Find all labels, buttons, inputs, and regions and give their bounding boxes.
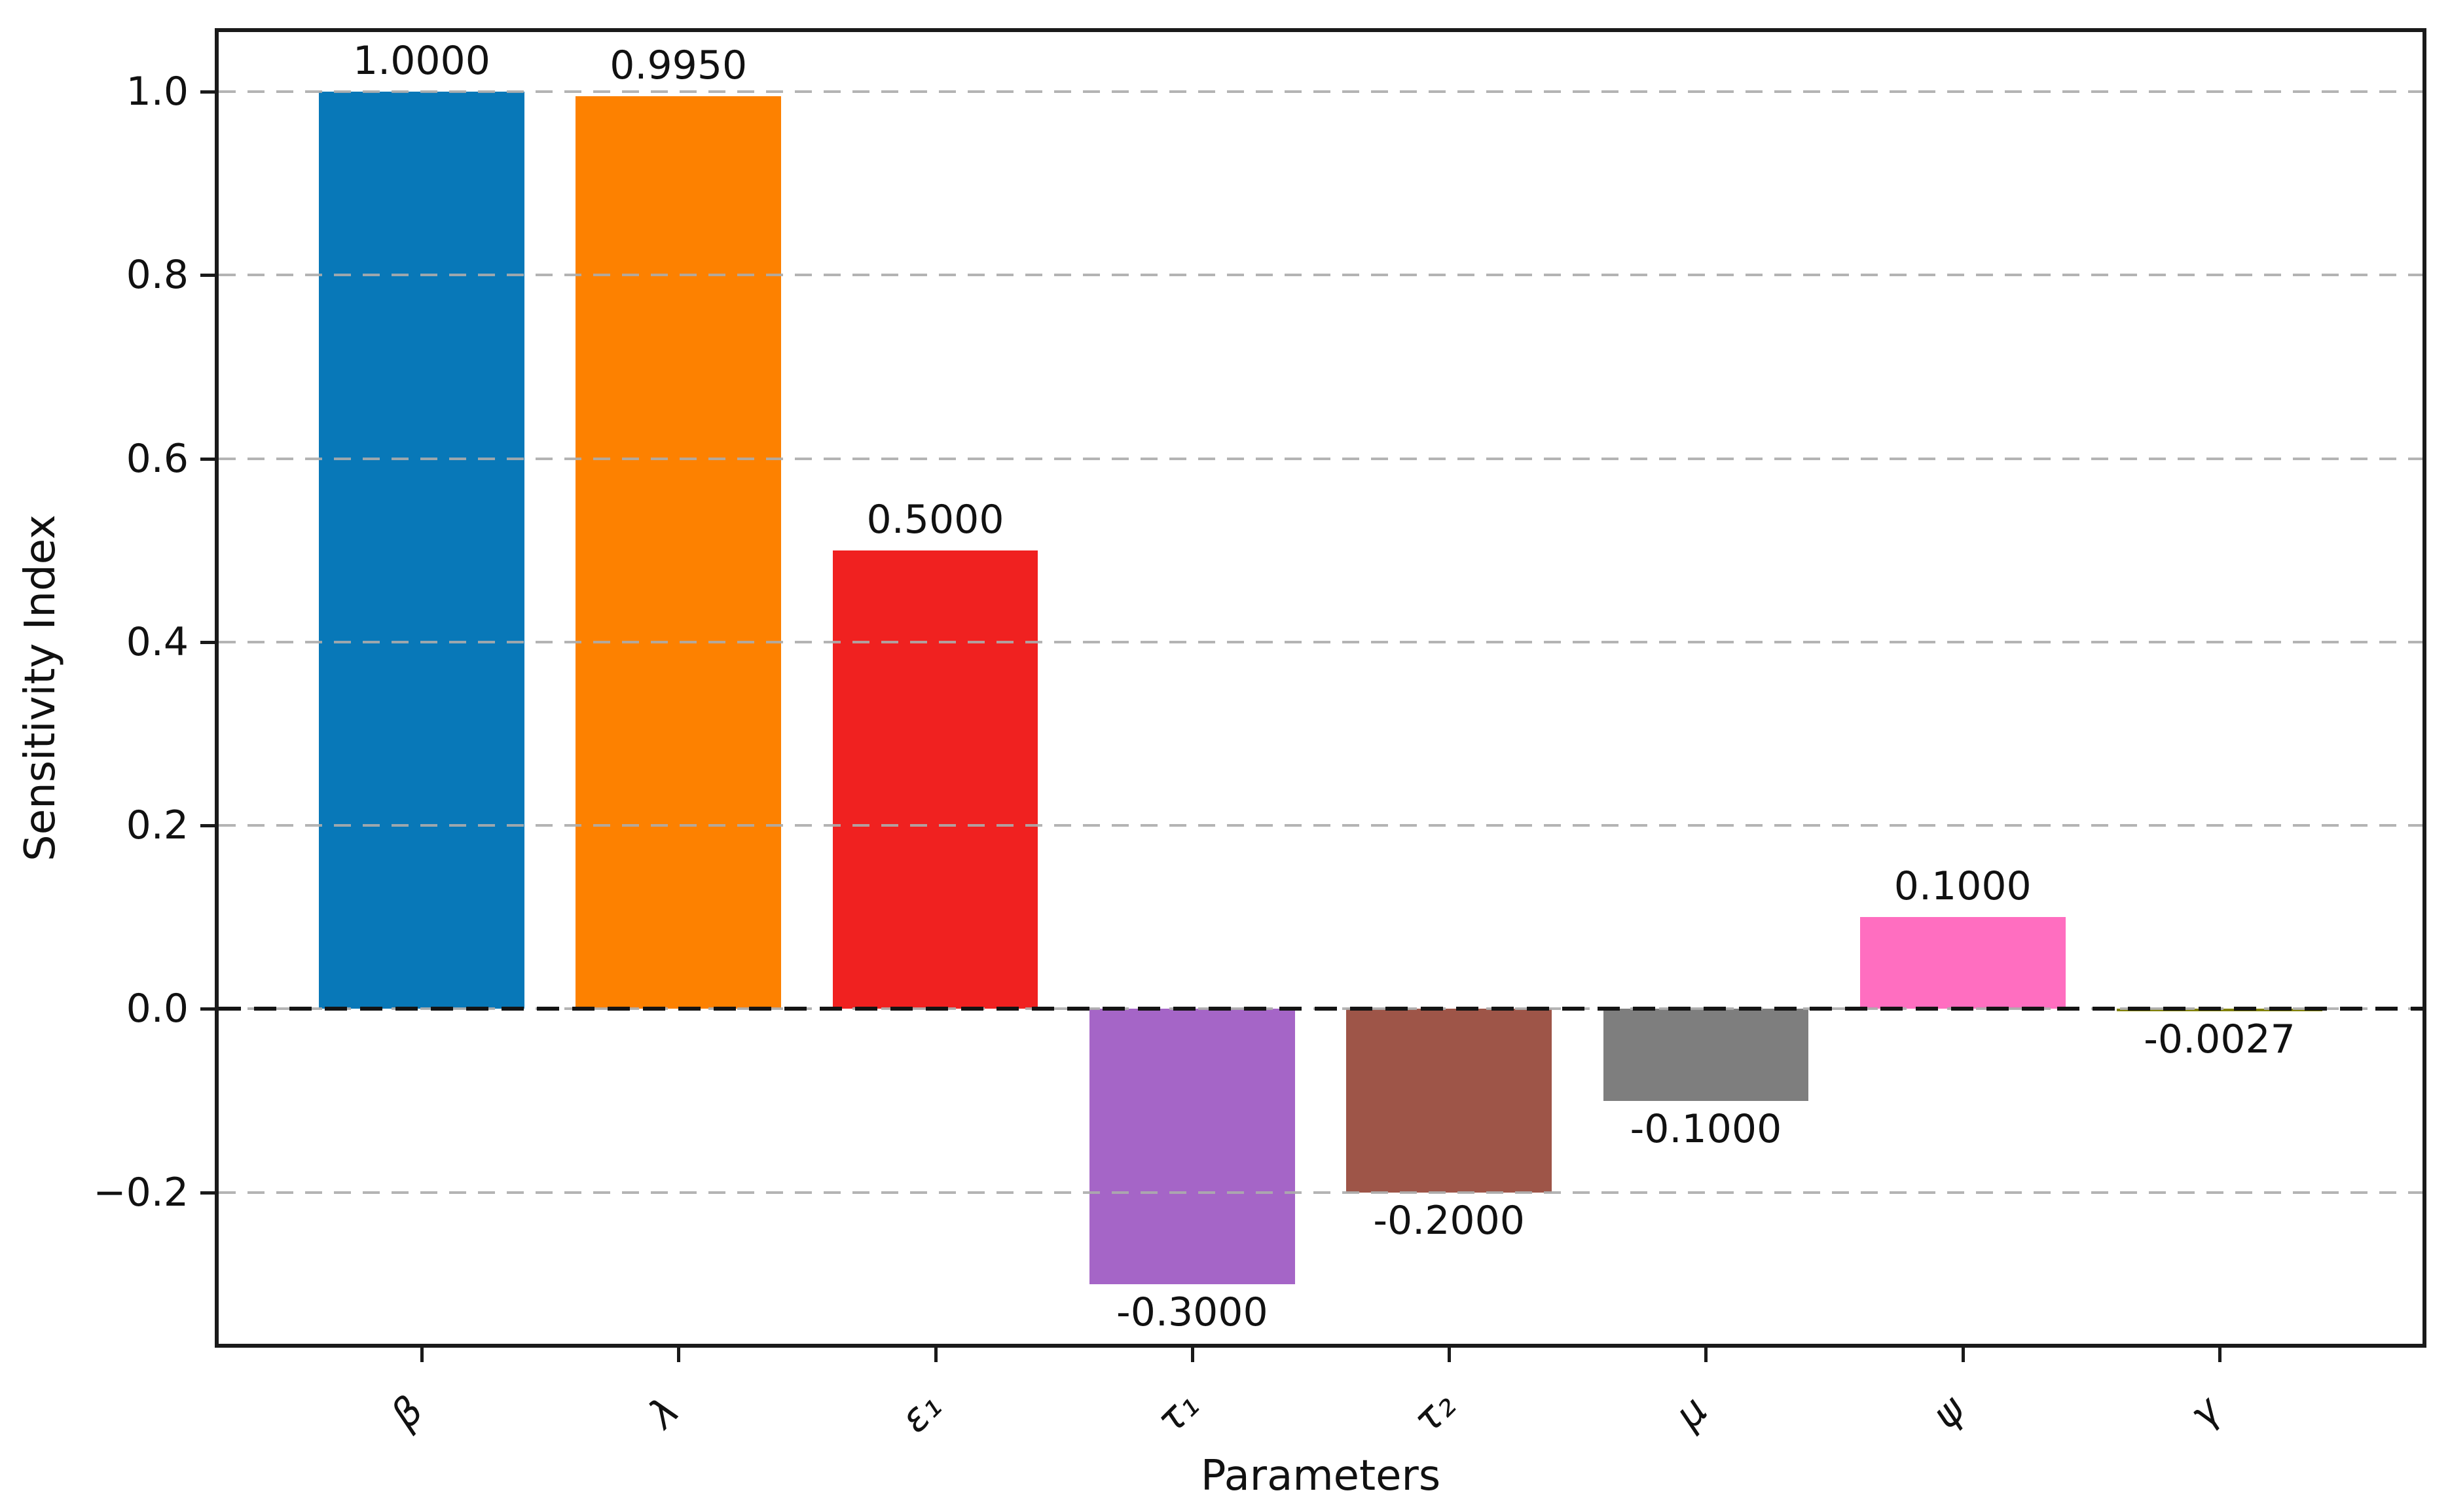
bar-λ: [576, 96, 782, 1009]
x-tick-label-ε₁: ε₁: [891, 1383, 951, 1442]
bar-τ₁: [1089, 1009, 1295, 1284]
bar-τ₂: [1346, 1009, 1552, 1193]
x-tick-mark: [2218, 1348, 2222, 1362]
y-tick-label: 0.8: [126, 252, 189, 298]
y-tick-label: 0.4: [126, 619, 189, 665]
x-tick-label-τ₂: τ₂: [1404, 1382, 1465, 1443]
zero-baseline: [219, 1007, 2423, 1011]
x-tick-mark: [1448, 1348, 1452, 1362]
bar-ε₁: [832, 550, 1038, 1009]
gridline-−0.2: [219, 1191, 2423, 1194]
plot-area: [215, 28, 2426, 1348]
bar-value-label-ε₁: 0.5000: [866, 496, 1004, 543]
gridline-0.2: [219, 824, 2423, 827]
y-tick-mark: [200, 824, 215, 828]
x-tick-mark: [677, 1348, 681, 1362]
x-tick-mark: [420, 1348, 424, 1362]
y-tick-label: 1.0: [126, 69, 189, 115]
bar-value-label-γ: -0.0027: [2144, 1017, 2295, 1063]
bar-β: [319, 92, 524, 1009]
bar-value-label-μ: -0.1000: [1630, 1106, 1782, 1152]
gridline-0.4: [219, 640, 2423, 643]
y-tick-mark: [200, 274, 215, 278]
x-tick-label-β: β: [382, 1387, 433, 1438]
y-tick-mark: [200, 457, 215, 461]
x-axis-title: Parameters: [1200, 1452, 1441, 1500]
y-tick-mark: [200, 1007, 215, 1011]
x-tick-mark: [1704, 1348, 1708, 1362]
y-tick-label: 0.2: [126, 802, 189, 849]
bar-value-label-τ₂: -0.2000: [1373, 1197, 1525, 1244]
gridline-0.8: [219, 274, 2423, 277]
x-tick-label-ψ: ψ: [1923, 1387, 1974, 1438]
y-tick-label: −0.2: [93, 1169, 189, 1215]
x-tick-label-γ: γ: [2180, 1388, 2230, 1437]
gridline-0.6: [219, 457, 2423, 460]
x-tick-label-μ: μ: [1666, 1387, 1717, 1438]
x-tick-mark: [1190, 1348, 1194, 1362]
x-tick-mark: [934, 1348, 938, 1362]
bar-value-label-ψ: 0.1000: [1893, 863, 2032, 910]
bar-μ: [1603, 1009, 1809, 1101]
x-tick-mark: [1961, 1348, 1965, 1362]
y-tick-label: 0.0: [126, 986, 189, 1032]
x-tick-label-λ: λ: [639, 1388, 689, 1437]
y-axis-title: Sensitivity Index: [16, 514, 65, 861]
gridline-1.0: [219, 90, 2423, 94]
bar-ψ: [1859, 917, 2066, 1009]
y-tick-label: 0.6: [126, 435, 189, 482]
y-tick-mark: [200, 640, 215, 644]
bar-value-label-λ: 0.9950: [610, 43, 748, 89]
y-tick-mark: [200, 1191, 215, 1195]
x-tick-label-τ₁: τ₁: [1147, 1382, 1208, 1443]
bar-value-label-τ₁: -0.3000: [1116, 1289, 1268, 1335]
bar-value-label-β: 1.0000: [352, 38, 490, 84]
y-tick-mark: [200, 90, 215, 94]
